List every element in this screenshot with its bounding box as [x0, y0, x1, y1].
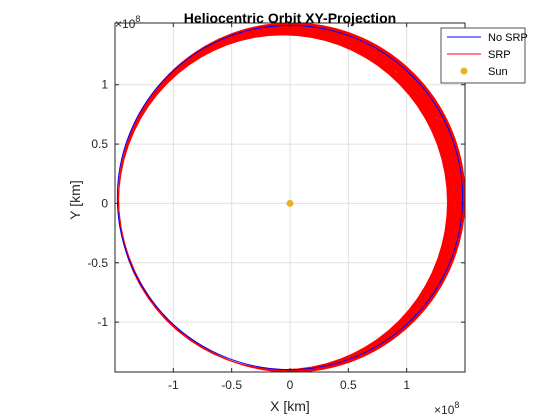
y-multiplier: ×108	[115, 14, 140, 31]
x-multiplier: ×108	[434, 400, 459, 417]
y-axis-label: Y [km]	[67, 180, 83, 219]
sun-marker	[286, 199, 294, 207]
legend: No SRP SRP Sun	[440, 27, 528, 84]
legend-label-srp: SRP	[488, 49, 511, 61]
legend-label-sun: Sun	[488, 66, 508, 78]
x-tick-label: 1	[403, 378, 410, 392]
srp-orbit-outer	[118, 23, 465, 372]
x-multiplier-prefix: ×	[434, 403, 441, 417]
y-tick-label: 0.5	[91, 137, 108, 151]
tick-layer: -1 -0.5 0 0.5 1 -1 -0.5 0 0.5 1	[87, 23, 465, 392]
y-tick-label: -1	[97, 315, 108, 329]
x-tick-label: -1	[168, 378, 179, 392]
x-multiplier-base: 10	[441, 403, 455, 417]
chart-title: Heliocentric Orbit XY-Projection	[184, 10, 396, 26]
data-layer	[116, 23, 465, 372]
x-tick-label: 0	[287, 378, 294, 392]
y-multiplier-prefix: ×	[115, 17, 122, 31]
y-tick-label: 0	[101, 196, 108, 210]
srp-orbit-band	[117, 23, 465, 372]
x-tick-label: 0.5	[340, 378, 357, 392]
legend-label-no-srp: No SRP	[488, 32, 528, 44]
y-tick-label: -0.5	[87, 256, 108, 270]
y-tick-label: 1	[101, 78, 108, 92]
x-axis-label: X [km]	[270, 398, 310, 414]
legend-swatch-sun	[460, 67, 468, 75]
x-tick-label: -0.5	[221, 378, 242, 392]
y-multiplier-base: 10	[122, 17, 136, 31]
x-multiplier-exponent: 8	[454, 400, 459, 410]
y-multiplier-exponent: 8	[135, 14, 140, 24]
